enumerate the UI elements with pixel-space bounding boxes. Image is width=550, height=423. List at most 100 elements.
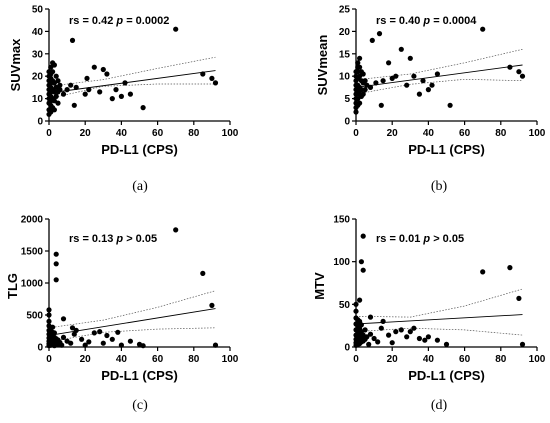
x-axis-title: PD-L1 (CPS) [101,142,178,157]
data-point [411,325,417,331]
data-point [51,330,58,336]
data-point [140,343,146,349]
data-point [420,78,426,84]
ci-lower-curve [48,83,216,99]
data-point [358,322,364,328]
data-point [447,102,453,108]
stat-annotation: rs = 0.40 p = 0.0004 [376,15,477,27]
data-point [73,327,79,333]
x-tick-label: 80 [495,128,507,139]
p-value: > 0.05 [123,233,157,245]
data-point [60,316,67,322]
y-tick-label: 100 [333,257,350,268]
data-point [516,69,522,75]
x-tick-label: 60 [459,354,471,365]
data-point [357,100,363,106]
data-point [73,84,79,90]
y-tick-label: 15 [339,49,351,60]
data-point [51,107,58,113]
y-tick-label: 20 [339,27,351,38]
data-point [357,55,363,61]
y-tick-label: 30 [32,49,44,60]
data-point [353,301,359,307]
data-point [57,82,63,88]
data-point [398,46,404,52]
ci-upper-curve [355,48,523,81]
data-point [118,93,124,99]
y-tick-label: 0 [344,117,350,128]
data-point [127,338,133,344]
x-axis-title: PD-L1 (CPS) [408,142,485,157]
panel-caption: (b) [431,179,448,194]
data-point [51,62,58,68]
data-point [362,87,368,93]
data-point [355,69,361,75]
data-point [53,93,59,99]
data-point [371,335,377,342]
data-point [398,327,404,333]
x-tick-label: 40 [116,354,128,365]
x-tick-label: 20 [80,128,92,139]
data-point [69,37,76,44]
x-tick-label: 60 [152,354,164,365]
p-symbol: p [422,15,430,27]
data-point [104,71,110,77]
x-tick-label: 0 [46,128,52,139]
ci-lower-curve [48,327,216,343]
data-point [84,75,90,81]
y-tick-label: 150 [333,215,350,226]
ci-upper-curve [355,288,523,318]
data-point [516,295,522,301]
y-tick-label: 2000 [21,215,44,226]
data-point [360,91,366,97]
data-point [443,341,450,347]
data-point [60,91,67,97]
data-point [64,87,70,93]
y-axis-title: TLG [5,273,20,299]
data-point [91,330,97,336]
data-point [393,329,399,335]
data-point [173,26,179,32]
data-point [212,342,219,348]
data-point [357,64,363,70]
data-point [360,71,366,77]
data-point [79,336,85,342]
scatter-panel-2: 0 20 40 60 80 100 0 5 10 15 20 25 rs = 0.40 p = 0.00… [315,5,546,195]
data-point [59,342,65,348]
rs-value: rs = 0.01 [376,233,423,245]
data-point [393,73,399,79]
stat-annotation: rs = 0.01 p > 0.05 [376,233,464,245]
x-tick-label: 0 [46,354,52,365]
y-tick-label: 50 [32,5,44,16]
data-point [434,337,440,343]
y-tick-label: 5 [344,94,350,105]
x-tick-label: 60 [459,128,471,139]
panel-caption: (a) [132,179,148,194]
data-point [519,341,526,347]
y-tick-label: 0 [37,343,43,354]
data-point [376,30,383,37]
x-tick-label: 20 [80,354,92,365]
data-point [50,324,56,330]
data-point [82,91,88,97]
x-tick-label: 40 [423,354,435,365]
data-point [97,329,103,335]
data-point [386,332,392,338]
stat-annotation: rs = 0.42 p = 0.0002 [69,15,169,27]
x-tick-label: 100 [222,128,239,139]
data-point [118,342,124,348]
data-point [51,89,58,95]
x-tick-label: 100 [529,128,546,139]
data-point [53,261,59,267]
x-tick-label: 100 [529,354,546,365]
data-point [68,82,74,88]
p-symbol: p [422,233,430,245]
x-axis-title: PD-L1 (CPS) [408,368,485,383]
x-tick-label: 0 [353,128,359,139]
data-point [109,336,115,342]
data-point [200,71,206,77]
y-tick-label: 50 [339,300,351,311]
data-point [480,269,486,275]
